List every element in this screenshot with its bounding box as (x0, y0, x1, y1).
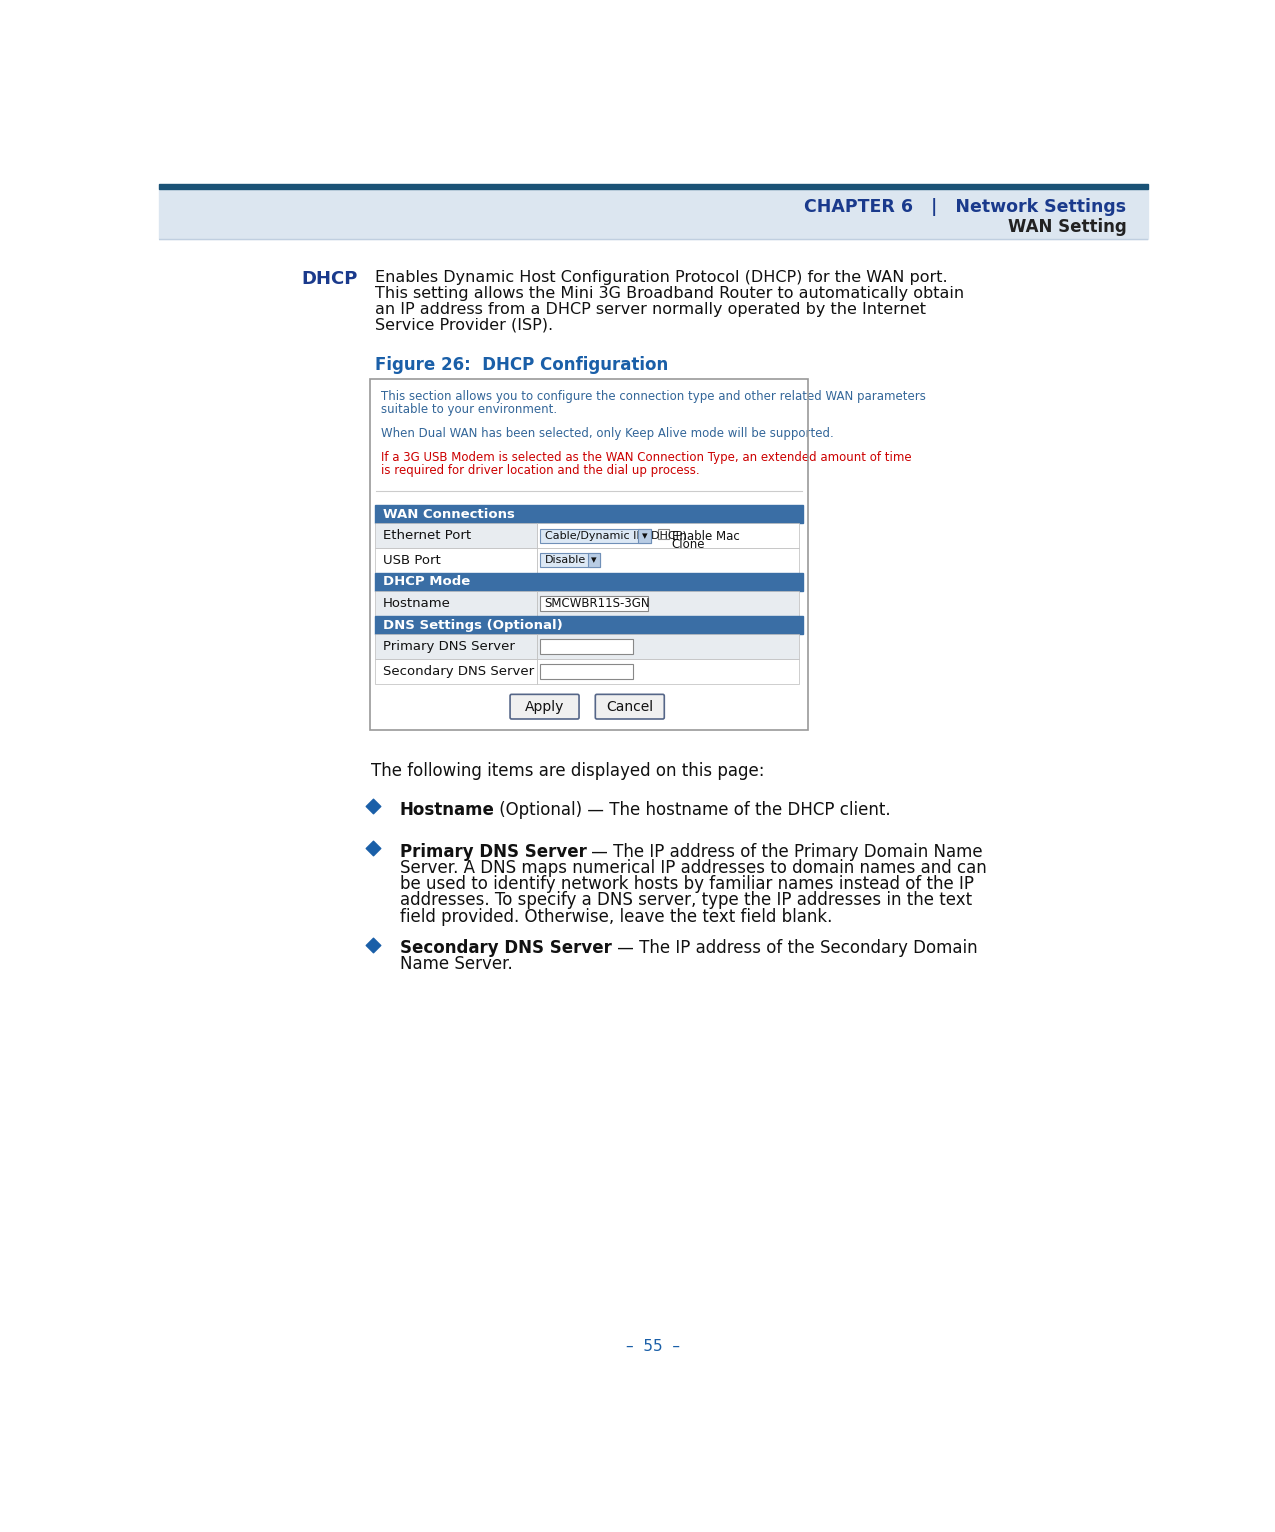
Bar (375, 634, 537, 659)
Text: be used to identify network hosts by familiar names instead of the IP: be used to identify network hosts by fam… (399, 875, 974, 893)
Text: (Optional) — The hostname of the DHCP client.: (Optional) — The hostname of the DHCP cl… (495, 801, 891, 818)
Text: Clone: Clone (672, 538, 705, 552)
Text: This setting allows the Mini 3G Broadband Router to automatically obtain: This setting allows the Mini 3G Broadban… (375, 286, 964, 300)
Text: Server. A DNS maps numerical IP addresses to domain names and can: Server. A DNS maps numerical IP addresse… (399, 859, 987, 878)
Text: ▾: ▾ (641, 530, 648, 541)
Point (362, 933, 382, 958)
Bar (588, 553, 601, 567)
Text: CHAPTER 6   |   Network Settings: CHAPTER 6 | Network Settings (805, 198, 1127, 216)
Text: an IP address from a DHCP server normally operated by the Internet: an IP address from a DHCP server normall… (375, 302, 926, 317)
Bar (375, 659, 537, 683)
Text: Apply: Apply (525, 700, 565, 714)
Text: If a 3G USB Modem is selected as the WAN Connection Type, an extended amount of : If a 3G USB Modem is selected as the WAN… (381, 450, 912, 464)
Text: Cancel: Cancel (606, 700, 653, 714)
Bar (375, 506, 803, 524)
Bar (159, 184, 1148, 190)
Text: Enables Dynamic Host Configuration Protocol (DHCP) for the WAN port.: Enables Dynamic Host Configuration Proto… (375, 270, 947, 285)
Bar (539, 529, 650, 542)
Text: Primary DNS Server: Primary DNS Server (399, 843, 586, 861)
Text: Hostname: Hostname (382, 597, 450, 610)
Text: ▾: ▾ (592, 556, 597, 565)
Bar (375, 591, 537, 616)
Point (362, 794, 382, 818)
Text: — The IP address of the Primary Domain Name: — The IP address of the Primary Domain N… (586, 843, 983, 861)
Bar (639, 529, 650, 542)
Text: DHCP: DHCP (301, 270, 357, 288)
Text: –  55  –: – 55 – (626, 1339, 680, 1354)
Bar (537, 524, 798, 548)
Bar (658, 529, 668, 539)
Text: SMCWBR11S-3GN: SMCWBR11S-3GN (543, 597, 649, 610)
Text: Enable Mac: Enable Mac (672, 530, 740, 542)
Text: When Dual WAN has been selected, only Keep Alive mode will be supported.: When Dual WAN has been selected, only Ke… (381, 427, 834, 440)
Text: Hostname: Hostname (399, 801, 495, 818)
Bar (375, 616, 803, 634)
Text: — The IP address of the Secondary Domain: — The IP address of the Secondary Domain (612, 939, 977, 958)
Text: field provided. Otherwise, leave the text field blank.: field provided. Otherwise, leave the tex… (399, 907, 833, 925)
Bar (375, 524, 537, 548)
Text: Name Server.: Name Server. (399, 956, 513, 973)
Text: Cable/Dynamic IP (DHCP): Cable/Dynamic IP (DHCP) (544, 530, 686, 541)
Text: Ethernet Port: Ethernet Port (382, 529, 470, 542)
Text: WAN Setting: WAN Setting (1007, 218, 1127, 236)
Bar (370, 380, 808, 729)
Bar (375, 548, 537, 573)
Text: Disable: Disable (544, 556, 585, 565)
Bar (537, 591, 798, 616)
Bar (537, 634, 798, 659)
Text: Secondary DNS Server: Secondary DNS Server (399, 939, 612, 958)
Bar (539, 553, 601, 567)
Bar (539, 663, 632, 679)
Text: Figure 26:  DHCP Configuration: Figure 26: DHCP Configuration (375, 357, 668, 374)
Bar (537, 548, 798, 573)
Text: This section allows you to configure the connection type and other related WAN p: This section allows you to configure the… (381, 391, 926, 403)
Text: Secondary DNS Server: Secondary DNS Server (382, 665, 534, 677)
FancyBboxPatch shape (510, 694, 579, 719)
Point (362, 836, 382, 861)
Text: The following items are displayed on this page:: The following items are displayed on thi… (371, 761, 765, 780)
Text: Service Provider (ISP).: Service Provider (ISP). (375, 317, 553, 332)
Text: Primary DNS Server: Primary DNS Server (382, 640, 514, 653)
Bar (539, 596, 649, 611)
Text: is required for driver location and the dial up process.: is required for driver location and the … (381, 464, 700, 476)
Bar (539, 639, 632, 654)
Text: USB Port: USB Port (382, 555, 440, 567)
Text: WAN Connections: WAN Connections (382, 507, 514, 521)
Bar (537, 659, 798, 683)
Text: addresses. To specify a DNS server, type the IP addresses in the text: addresses. To specify a DNS server, type… (399, 892, 972, 910)
Text: DHCP Mode: DHCP Mode (382, 576, 469, 588)
Bar (375, 573, 803, 591)
FancyBboxPatch shape (595, 694, 664, 719)
Text: suitable to your environment.: suitable to your environment. (381, 403, 557, 417)
Text: DNS Settings (Optional): DNS Settings (Optional) (382, 619, 562, 631)
Bar (159, 190, 1148, 239)
